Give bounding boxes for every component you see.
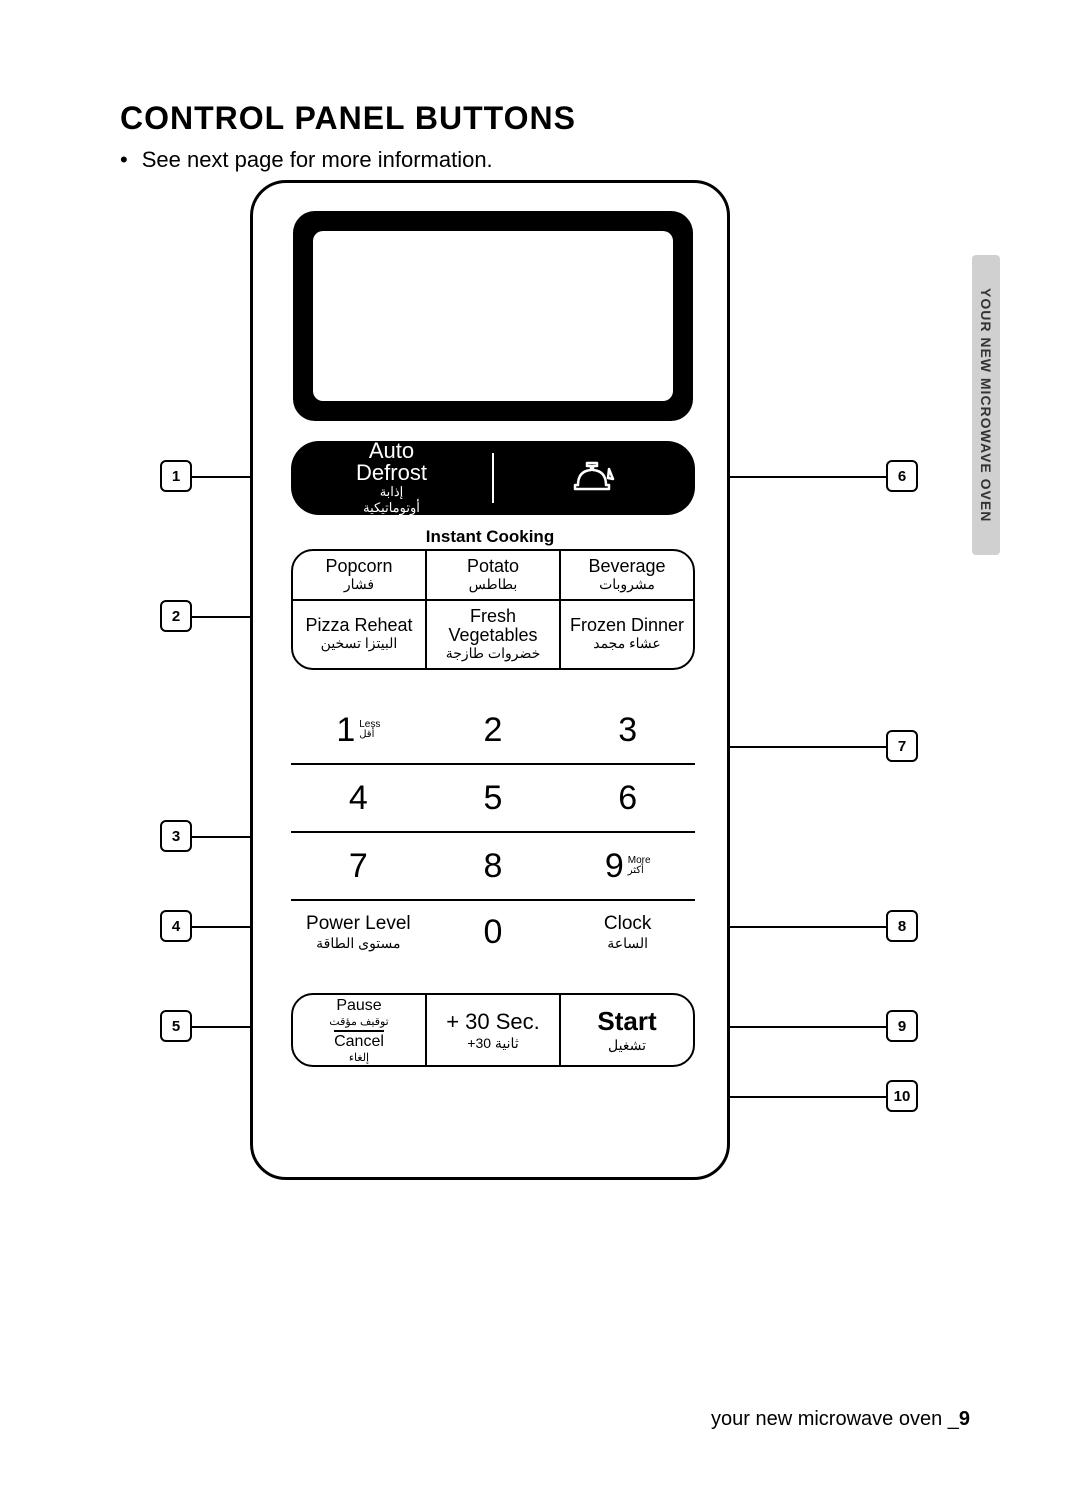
beverage-ar: مشروبات: [599, 576, 655, 593]
instant-cooking-grid: Popcorn فشار Potato بطاطس Beverage مشروب…: [291, 549, 695, 670]
frozen-en: Frozen Dinner: [570, 616, 684, 635]
bullet-note: See next page for more information.: [120, 147, 990, 173]
clock-button[interactable]: Clock الساعة: [560, 913, 695, 952]
callout-10: 10: [886, 1080, 918, 1112]
key-9[interactable]: 9 Moreأكثر: [560, 847, 695, 886]
key-9-digit: 9: [605, 847, 624, 886]
cancel-en: Cancel: [334, 1030, 384, 1051]
pizza-reheat-button[interactable]: Pizza Reheat البيتزا تسخين: [293, 601, 425, 668]
panel-body: Auto Defrost إذابة أوتوماتيكية Instant C…: [250, 180, 730, 1180]
potato-ar: بطاطس: [469, 576, 518, 593]
control-panel-diagram: 1 2 3 4 5 6 7 8 9 10 Aut: [160, 180, 920, 1180]
veg-en2: Vegetables: [448, 626, 537, 645]
clock-ar: الساعة: [560, 935, 695, 952]
cancel-ar: إلغاء: [349, 1051, 369, 1064]
clock-en: Clock: [560, 913, 695, 935]
power-level-ar: مستوى الطاقة: [291, 935, 426, 952]
start-en: Start: [597, 1006, 656, 1037]
defrost-line2: Defrost: [356, 462, 427, 484]
key-3[interactable]: 3: [560, 711, 695, 750]
callout-2: 2: [160, 600, 192, 632]
key-1-digit: 1: [336, 711, 355, 750]
defrost-ar1: إذابة: [380, 484, 404, 499]
key-7[interactable]: 7: [291, 847, 426, 886]
footer-text: your new microwave oven _: [711, 1408, 959, 1430]
pause-cancel-button[interactable]: Pause توقيف مؤقت Cancel إلغاء: [293, 995, 425, 1065]
section-side-tab: YOUR NEW MICROWAVE OVEN: [972, 255, 1000, 555]
popcorn-en: Popcorn: [325, 557, 392, 576]
bottom-row: Pause توقيف مؤقت Cancel إلغاء + 30 Sec. …: [291, 993, 695, 1067]
pizza-ar: البيتزا تسخين: [321, 635, 398, 652]
potato-en: Potato: [467, 557, 519, 576]
plus30-en: + 30 Sec.: [446, 1009, 540, 1035]
potato-button[interactable]: Potato بطاطس: [425, 551, 559, 599]
display-screen: [313, 231, 673, 401]
footer-page-number: 9: [959, 1408, 970, 1430]
kitchen-timer-button[interactable]: [494, 441, 695, 515]
auto-defrost-button[interactable]: Auto Defrost إذابة أوتوماتيكية: [291, 441, 492, 515]
defrost-line1: Auto: [369, 440, 414, 462]
plus30-ar: +30 ثانية: [467, 1035, 518, 1052]
key-4[interactable]: 4: [291, 779, 426, 818]
key-8[interactable]: 8: [426, 847, 561, 886]
veg-ar: خضروات طازجة: [446, 645, 541, 662]
display-frame: [293, 211, 693, 421]
callout-6: 6: [886, 460, 918, 492]
power-level-en: Power Level: [291, 913, 426, 935]
bell-timer-icon: [573, 461, 617, 495]
key-2[interactable]: 2: [426, 711, 561, 750]
defrost-row: Auto Defrost إذابة أوتوماتيكية: [291, 441, 695, 515]
numeric-keypad: 1 Lessأقل 2 3 4 5 6 7 8 9 Moreأكثر: [291, 697, 695, 963]
key-0[interactable]: 0: [426, 913, 561, 952]
start-button[interactable]: Start تشغيل: [559, 995, 693, 1065]
callout-8: 8: [886, 910, 918, 942]
key-9-more-ar: أكثر: [628, 865, 644, 876]
beverage-en: Beverage: [588, 557, 665, 576]
pause-en: Pause: [336, 997, 381, 1015]
beverage-button[interactable]: Beverage مشروبات: [559, 551, 693, 599]
key-6[interactable]: 6: [560, 779, 695, 818]
frozen-dinner-button[interactable]: Frozen Dinner عشاء مجمد: [559, 601, 693, 668]
start-ar: تشغيل: [608, 1037, 646, 1054]
pizza-en: Pizza Reheat: [305, 616, 412, 635]
page-heading: CONTROL PANEL BUTTONS: [120, 100, 990, 137]
callout-9: 9: [886, 1010, 918, 1042]
frozen-ar: عشاء مجمد: [593, 635, 661, 652]
callout-7: 7: [886, 730, 918, 762]
key-1-less-ar: أقل: [359, 729, 374, 740]
fresh-vegetables-button[interactable]: Fresh Vegetables خضروات طازجة: [425, 601, 559, 668]
popcorn-button[interactable]: Popcorn فشار: [293, 551, 425, 599]
key-5[interactable]: 5: [426, 779, 561, 818]
popcorn-ar: فشار: [344, 576, 374, 593]
callout-5: 5: [160, 1010, 192, 1042]
pause-ar: توقيف مؤقت: [329, 1015, 388, 1028]
callout-1: 1: [160, 460, 192, 492]
bullet-text: See next page for more information.: [142, 147, 493, 173]
veg-en1: Fresh: [470, 607, 516, 626]
side-tab-label: YOUR NEW MICROWAVE OVEN: [978, 288, 994, 522]
power-level-button[interactable]: Power Level مستوى الطاقة: [291, 913, 426, 952]
key-1[interactable]: 1 Lessأقل: [291, 711, 426, 750]
instant-cooking-label: Instant Cooking: [253, 527, 727, 547]
defrost-ar2: أوتوماتيكية: [363, 500, 420, 515]
page-footer: your new microwave oven _9: [711, 1408, 970, 1431]
callout-3: 3: [160, 820, 192, 852]
plus-30-sec-button[interactable]: + 30 Sec. +30 ثانية: [425, 995, 559, 1065]
callout-4: 4: [160, 910, 192, 942]
